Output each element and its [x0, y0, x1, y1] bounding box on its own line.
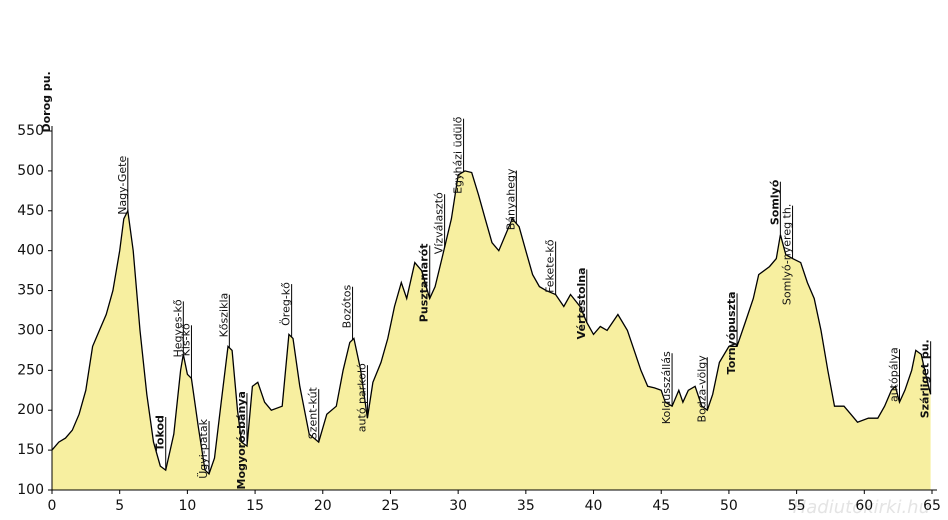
x-tick-label: 5: [115, 498, 124, 514]
annotation-label: Öreg-kő: [280, 282, 293, 326]
annotation-label: Fekete-kő: [544, 239, 557, 293]
y-tick-label: 450: [17, 203, 44, 219]
annotation-label: Kis-kő: [179, 323, 192, 356]
watermark: Hadiutokirki.hu: [793, 497, 930, 518]
annotation-label: Pusztamarót: [418, 244, 431, 323]
annotation-label: Tornyópuszta: [725, 291, 738, 374]
x-tick-label: 60: [855, 498, 873, 514]
y-tick-label: 200: [17, 402, 44, 418]
annotation-label: Somlyó-nyereg th.: [781, 204, 794, 305]
annotation-label: Bozótos: [341, 284, 354, 328]
x-tick-label: 40: [585, 498, 603, 514]
x-tick-label: 30: [449, 498, 467, 514]
y-tick-label: 500: [17, 163, 44, 179]
y-tick-label: 550: [17, 123, 44, 139]
profile-line: [51, 170, 932, 476]
annotation-label: Nagy-Gete: [116, 156, 129, 215]
x-tick-label: 20: [314, 498, 332, 514]
y-tick-label: 350: [17, 283, 44, 299]
annotation-label: autó parkoló: [355, 363, 368, 432]
annotation-label: Vízválasztó: [433, 192, 446, 254]
annotation-label: Hegyes-kő: [171, 299, 184, 357]
y-tick-label: 100: [17, 482, 44, 498]
annotation-label: Tokod: [154, 415, 167, 451]
x-tick-label: 45: [652, 498, 670, 514]
y-tick-label: 150: [17, 442, 44, 458]
x-tick-label: 55: [788, 498, 806, 514]
annotation-label: Bodza-völgy: [695, 355, 708, 423]
x-tick-label: 0: [48, 498, 57, 514]
x-tick-label: 15: [246, 498, 264, 514]
y-tick-label: 400: [17, 243, 44, 259]
y-tick-label: 300: [17, 322, 44, 338]
annotation-label: Ügyi-patak: [197, 418, 210, 478]
annotation-label: Egyházi üdülő: [452, 116, 465, 193]
annotation-label: Kőszikla: [217, 293, 230, 338]
annotation-label: Szent-kút: [307, 386, 320, 439]
x-tick-label: 25: [382, 498, 400, 514]
annotation-label: Szárliget pu.: [919, 339, 932, 418]
annotation-label: Vértestolna: [575, 267, 588, 339]
annotation-label: Somlyó: [768, 179, 781, 225]
annotation-label: Dorog pu.: [40, 71, 53, 132]
annotation-label: Koldusszállás: [660, 351, 673, 424]
annotation-label: autópálya: [888, 347, 901, 402]
y-tick-label: 250: [17, 362, 44, 378]
x-tick-label: 35: [517, 498, 535, 514]
x-tick-label: 10: [178, 498, 196, 514]
x-tick-label: 65: [923, 498, 941, 514]
annotation-label: Mogyorósbánya: [235, 391, 248, 489]
annotation-label: Bányahegy: [504, 168, 517, 230]
x-tick-label: 50: [720, 498, 738, 514]
